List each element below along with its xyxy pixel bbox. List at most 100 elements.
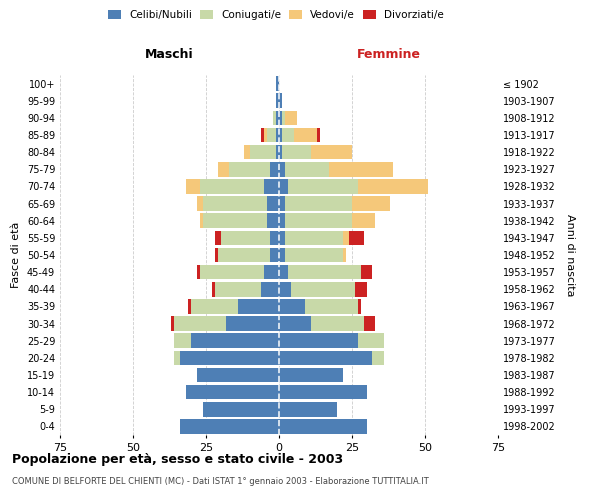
Bar bbox=[180, 350, 279, 365]
Bar bbox=[364, 316, 376, 331]
Bar bbox=[282, 110, 285, 125]
Bar bbox=[279, 368, 343, 382]
Bar bbox=[285, 230, 343, 245]
Bar bbox=[212, 282, 215, 296]
Bar bbox=[215, 282, 262, 296]
Bar bbox=[358, 334, 384, 348]
Bar bbox=[203, 196, 268, 211]
Bar bbox=[343, 230, 349, 245]
Text: Femmine: Femmine bbox=[356, 48, 421, 62]
Bar bbox=[282, 128, 293, 142]
Bar bbox=[191, 334, 279, 348]
Text: COMUNE DI BELFORTE DEL CHIENTI (MC) - Dati ISTAT 1° gennaio 2003 - Elaborazione : COMUNE DI BELFORTE DEL CHIENTI (MC) - Da… bbox=[12, 478, 429, 486]
Bar bbox=[174, 350, 180, 365]
Bar bbox=[311, 316, 364, 331]
Bar bbox=[180, 419, 279, 434]
Bar bbox=[276, 94, 279, 108]
Bar bbox=[200, 214, 203, 228]
Bar bbox=[349, 230, 364, 245]
Bar bbox=[200, 179, 265, 194]
Bar bbox=[285, 162, 329, 176]
Bar bbox=[244, 145, 250, 160]
Bar bbox=[355, 282, 367, 296]
Bar bbox=[279, 419, 367, 434]
Bar bbox=[279, 128, 282, 142]
Bar bbox=[305, 299, 358, 314]
Bar bbox=[279, 196, 285, 211]
Bar bbox=[268, 196, 279, 211]
Bar bbox=[279, 402, 337, 416]
Bar bbox=[250, 145, 276, 160]
Bar bbox=[288, 265, 361, 280]
Bar bbox=[197, 265, 200, 280]
Bar bbox=[215, 230, 221, 245]
Bar bbox=[290, 282, 355, 296]
Bar bbox=[361, 265, 373, 280]
Bar bbox=[288, 179, 358, 194]
Bar bbox=[268, 128, 276, 142]
Bar bbox=[279, 94, 282, 108]
Bar bbox=[221, 230, 270, 245]
Bar bbox=[265, 179, 279, 194]
Bar bbox=[279, 265, 288, 280]
Bar bbox=[185, 385, 279, 400]
Bar bbox=[293, 128, 317, 142]
Bar bbox=[311, 145, 352, 160]
Bar bbox=[373, 350, 384, 365]
Bar bbox=[203, 402, 279, 416]
Bar bbox=[270, 248, 279, 262]
Bar bbox=[279, 316, 311, 331]
Bar bbox=[279, 162, 285, 176]
Bar bbox=[185, 179, 200, 194]
Bar bbox=[226, 316, 279, 331]
Bar bbox=[218, 248, 270, 262]
Bar bbox=[265, 128, 268, 142]
Bar bbox=[317, 128, 320, 142]
Bar bbox=[270, 230, 279, 245]
Bar bbox=[358, 299, 361, 314]
Bar bbox=[171, 316, 174, 331]
Bar bbox=[262, 282, 279, 296]
Bar bbox=[203, 214, 268, 228]
Bar bbox=[174, 316, 226, 331]
Y-axis label: Fasce di età: Fasce di età bbox=[11, 222, 21, 288]
Bar bbox=[215, 248, 218, 262]
Bar bbox=[276, 76, 279, 91]
Bar bbox=[279, 179, 288, 194]
Bar bbox=[229, 162, 270, 176]
Legend: Celibi/Nubili, Coniugati/e, Vedovi/e, Divorziati/e: Celibi/Nubili, Coniugati/e, Vedovi/e, Di… bbox=[108, 10, 444, 20]
Bar bbox=[265, 265, 279, 280]
Bar bbox=[200, 265, 265, 280]
Bar bbox=[276, 128, 279, 142]
Bar bbox=[238, 299, 279, 314]
Bar bbox=[352, 196, 390, 211]
Y-axis label: Anni di nascita: Anni di nascita bbox=[565, 214, 575, 296]
Bar bbox=[273, 110, 276, 125]
Bar bbox=[188, 299, 191, 314]
Bar bbox=[358, 179, 428, 194]
Bar bbox=[282, 145, 311, 160]
Bar bbox=[276, 145, 279, 160]
Bar bbox=[279, 248, 285, 262]
Bar bbox=[279, 350, 373, 365]
Bar bbox=[285, 110, 296, 125]
Bar bbox=[329, 162, 393, 176]
Bar bbox=[270, 162, 279, 176]
Bar bbox=[279, 145, 282, 160]
Bar bbox=[279, 334, 358, 348]
Bar bbox=[279, 214, 285, 228]
Bar bbox=[191, 299, 238, 314]
Bar bbox=[197, 196, 203, 211]
Text: Maschi: Maschi bbox=[145, 48, 194, 62]
Bar bbox=[197, 368, 279, 382]
Bar bbox=[285, 248, 343, 262]
Bar bbox=[279, 282, 290, 296]
Bar bbox=[343, 248, 346, 262]
Bar bbox=[279, 230, 285, 245]
Bar bbox=[268, 214, 279, 228]
Bar bbox=[279, 385, 367, 400]
Bar bbox=[285, 214, 352, 228]
Text: Popolazione per età, sesso e stato civile - 2003: Popolazione per età, sesso e stato civil… bbox=[12, 452, 343, 466]
Bar bbox=[218, 162, 229, 176]
Bar bbox=[352, 214, 376, 228]
